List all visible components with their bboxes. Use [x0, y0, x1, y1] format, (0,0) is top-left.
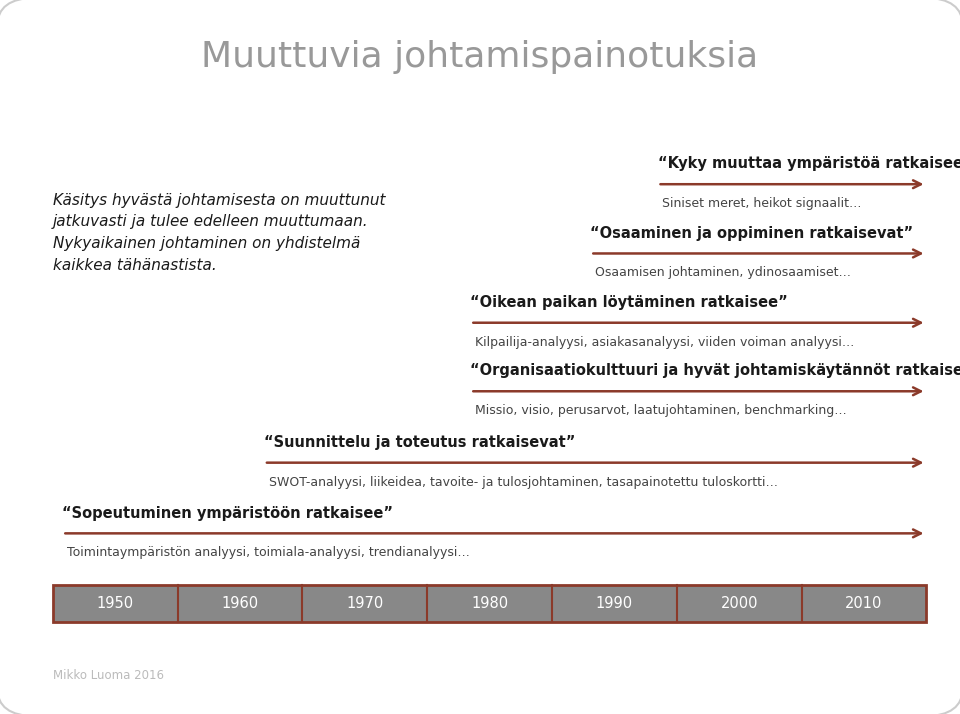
- Text: Siniset meret, heikot signaalit…: Siniset meret, heikot signaalit…: [662, 197, 862, 210]
- Text: 1980: 1980: [471, 595, 508, 611]
- Text: 1960: 1960: [222, 595, 258, 611]
- Text: Mikko Luoma 2016: Mikko Luoma 2016: [53, 669, 164, 682]
- Text: Missio, visio, perusarvot, laatujohtaminen, benchmarking…: Missio, visio, perusarvot, laatujohtamin…: [475, 404, 847, 417]
- Text: Toimintaympäristön analyysi, toimiala-analyysi, trendianalyysi…: Toimintaympäristön analyysi, toimiala-an…: [67, 546, 470, 559]
- Text: 1990: 1990: [596, 595, 633, 611]
- Text: “Organisaatiokulttuuri ja hyvät johtamiskäytännöt ratkaisevat”: “Organisaatiokulttuuri ja hyvät johtamis…: [470, 363, 960, 378]
- Text: Kilpailija-analyysi, asiakasanalyysi, viiden voiman analyysi…: Kilpailija-analyysi, asiakasanalyysi, vi…: [475, 336, 854, 348]
- Text: 2000: 2000: [720, 595, 758, 611]
- Text: “Oikean paikan löytäminen ratkaisee”: “Oikean paikan löytäminen ratkaisee”: [470, 295, 788, 310]
- Text: Osaamisen johtaminen, ydinosaamiset…: Osaamisen johtaminen, ydinosaamiset…: [595, 266, 852, 279]
- Text: Käsitys hyvästä johtamisesta on muuttunut
jatkuvasti ja tulee edelleen muuttumaa: Käsitys hyvästä johtamisesta on muuttunu…: [53, 193, 385, 273]
- Text: “Suunnittelu ja toteutus ratkaisevat”: “Suunnittelu ja toteutus ratkaisevat”: [264, 435, 575, 450]
- Text: “Sopeutuminen ympäristöön ratkaisee”: “Sopeutuminen ympäristöön ratkaisee”: [62, 506, 394, 521]
- Text: “Osaaminen ja oppiminen ratkaisevat”: “Osaaminen ja oppiminen ratkaisevat”: [590, 226, 914, 241]
- Text: 1950: 1950: [97, 595, 133, 611]
- Text: SWOT-analyysi, liikeidea, tavoite- ja tulosjohtaminen, tasapainotettu tuloskortt: SWOT-analyysi, liikeidea, tavoite- ja tu…: [269, 476, 778, 488]
- Text: Muuttuvia johtamispainotuksia: Muuttuvia johtamispainotuksia: [202, 40, 758, 74]
- Bar: [53, 585, 926, 622]
- Text: “Kyky muuttaa ympäristöä ratkaisee”: “Kyky muuttaa ympäristöä ratkaisee”: [658, 156, 960, 171]
- Text: 2010: 2010: [846, 595, 882, 611]
- Text: 1970: 1970: [347, 595, 383, 611]
